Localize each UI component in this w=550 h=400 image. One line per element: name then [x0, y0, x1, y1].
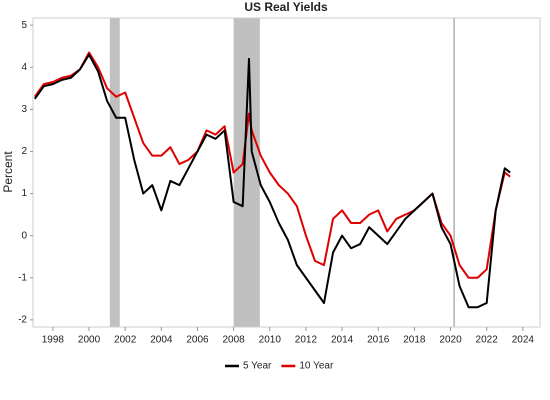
y-tick-label: 4	[21, 62, 27, 73]
legend-label: 5 Year	[243, 361, 272, 372]
series-line	[33, 51, 511, 279]
recession-band	[233, 18, 260, 327]
legend-label: 10 Year	[299, 361, 334, 372]
chart-title: US Real Yields	[244, 0, 328, 14]
x-tick-label: 2012	[295, 335, 318, 346]
x-tick-label: 2016	[367, 335, 390, 346]
y-tick-label: 2	[21, 146, 27, 157]
x-tick-label: 2004	[150, 335, 173, 346]
recession-band	[109, 18, 120, 327]
y-tick-label: 0	[21, 230, 27, 241]
x-tick-label: 2010	[259, 335, 282, 346]
y-tick-label: 3	[21, 104, 27, 115]
y-tick-label: -1	[18, 272, 27, 283]
x-tick-label: 2022	[476, 335, 499, 346]
x-tick-label: 2020	[439, 335, 462, 346]
y-tick-label: 5	[21, 20, 27, 31]
x-tick-label: 2006	[186, 335, 209, 346]
x-tick-label: 2018	[403, 335, 426, 346]
x-tick-label: 2000	[78, 335, 101, 346]
y-tick-label: -2	[18, 314, 27, 325]
y-axis-label: Percent	[1, 151, 15, 193]
x-tick-label: 2024	[512, 335, 535, 346]
x-tick-label: 2002	[114, 335, 137, 346]
series-line	[33, 53, 511, 309]
x-tick-label: 2008	[223, 335, 246, 346]
y-tick-label: 1	[21, 188, 27, 199]
x-tick-label: 1998	[42, 335, 65, 346]
x-tick-label: 2014	[331, 335, 354, 346]
plot-frame	[32, 17, 541, 328]
